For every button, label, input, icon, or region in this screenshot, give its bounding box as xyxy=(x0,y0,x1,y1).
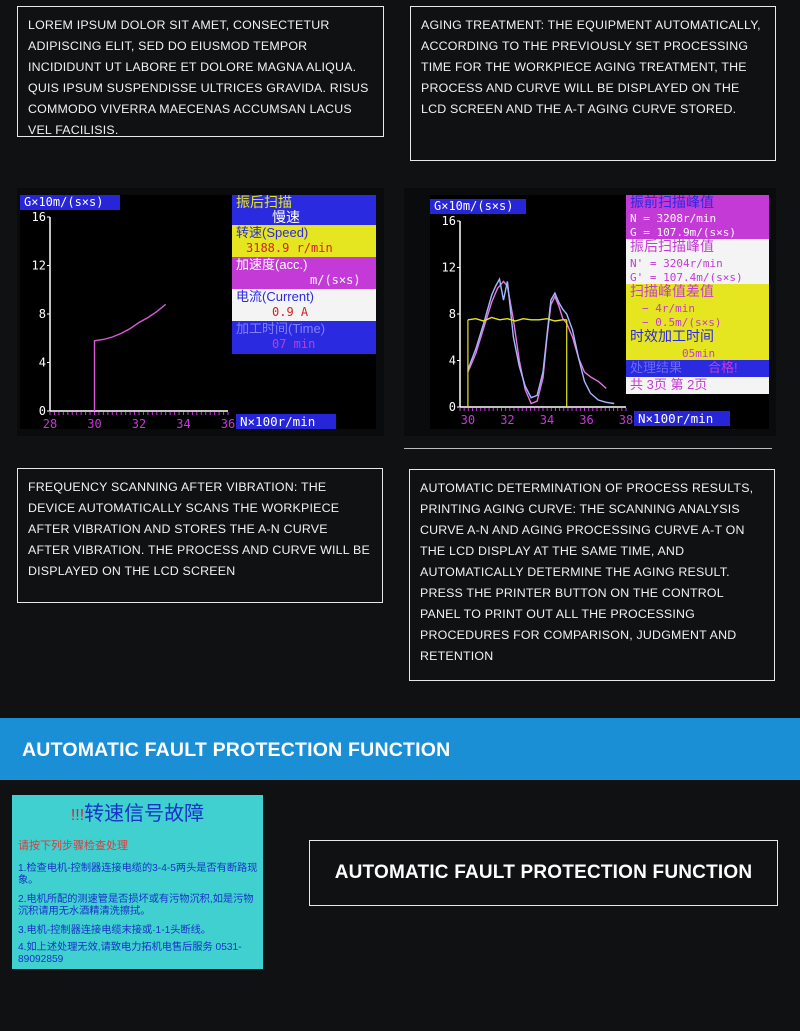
c1-y-tick-label: 4 xyxy=(39,356,46,370)
frequency-scan-text: FREQUENCY SCANNING AFTER VIBRATION: THE … xyxy=(28,480,370,578)
screen2-post-n: N' = 3204r/min xyxy=(626,256,769,270)
fault-step-4: 4.如上述处理无效,请致电力拓机电售后服务 0531-89092859 xyxy=(18,942,242,965)
screen2-lcd: 16 12 8 4 0 30 32 34 36 38 G×10m/(s×s) N×100r/min… xyxy=(430,195,769,429)
c1-x-tick-label: 32 xyxy=(132,417,146,429)
warning-marks: !!! xyxy=(70,807,85,824)
c2-y-tick-label: 12 xyxy=(442,261,456,275)
screen1-mode: 振后扫描 xyxy=(232,195,376,210)
screen1-lcd: 16 12 8 4 0 28 30 32 34 36 G×10m/(s×s) N×100r/min… xyxy=(20,195,376,429)
fault-title: 转速信号故障 xyxy=(84,803,205,825)
c1-y-tick-label: 12 xyxy=(32,259,46,273)
c2-x-tick-label: 36 xyxy=(579,413,593,427)
fault-step-2: 2.电机所配的测速管是否损坏或有污物沉积,如是污物沉积请用无水酒精清洗擦拭。 xyxy=(18,894,254,917)
screen2-pre-g: G = 107.9m/(s×s) xyxy=(626,225,769,239)
screen1-mode-sub: 慢速 xyxy=(232,210,376,225)
aging-treatment-text: AGING TREATMENT: THE EQUIPMENT AUTOMATIC… xyxy=(421,18,761,116)
c2-x-tick-label: 30 xyxy=(461,413,475,427)
screen2-result-value: 合格! xyxy=(704,360,769,377)
c2-y-tick-label: 4 xyxy=(449,354,456,368)
c2-series-line-3 xyxy=(467,316,567,322)
screen1-time-label: 加工时间(Time) xyxy=(232,321,376,337)
screen1-acc-label: 加速度(acc.) xyxy=(232,257,376,273)
fault-screen: !!!转速信号故障 请按下列步骤检查处理 1.检查电机-控制器连接电缆的3-4-… xyxy=(12,795,263,969)
c1-y-tick-label: 0 xyxy=(39,404,46,418)
c2-y-tick-label: 0 xyxy=(449,400,456,414)
screen1-speed-value: 3188.9 r/min xyxy=(232,241,376,257)
fault-protection-title: AUTOMATIC FAULT PROTECTION FUNCTION xyxy=(334,862,753,883)
screen2-pre-title: 振前扫描峰值 xyxy=(626,195,769,211)
screen1-acc-unit: m/(s×s) xyxy=(232,273,376,289)
c2-x-tick-label: 32 xyxy=(500,413,514,427)
screen1-chart: 16 12 8 4 028 30 32 34 36 xyxy=(32,210,236,429)
screen1-time-value: 07 min xyxy=(232,337,376,354)
screen2-pre-n: N = 3208r/min xyxy=(626,211,769,225)
c2-x-tick-label: 34 xyxy=(540,413,554,427)
screen2-photo: 16 12 8 4 0 30 32 34 36 38 G×10m/(s×s) N×100r/min… xyxy=(404,188,776,436)
screen1-current-label: 电流(Current) xyxy=(232,289,376,305)
c1-x-tick-label: 34 xyxy=(176,417,190,429)
fault-step-1: 1.检查电机-控制器连接电缆的3-4-5两头是否有断路现象。 xyxy=(18,863,258,886)
aging-treatment-box: AGING TREATMENT: THE EQUIPMENT AUTOMATIC… xyxy=(410,6,776,161)
screen1-speed-label: 转速(Speed) xyxy=(232,225,376,241)
c1-x-tick-label: 28 xyxy=(43,417,57,429)
screen1-x-label: N×100r/min xyxy=(236,414,336,429)
section-banner: AUTOMATIC FAULT PROTECTION FUNCTION xyxy=(0,718,800,780)
screen2-x-label: N×100r/min xyxy=(634,411,730,426)
fault-protection-box: AUTOMATIC FAULT PROTECTION FUNCTION xyxy=(309,840,778,906)
screen1-y-label: G×10m/(s×s) xyxy=(20,195,120,210)
c1-series-line-1 xyxy=(93,303,167,411)
c1-y-tick-label: 16 xyxy=(32,210,46,224)
c2-series-line-1 xyxy=(467,280,607,405)
fault-subtitle: 请按下列步骤检查处理 xyxy=(18,840,128,852)
c2-y-tick-label: 16 xyxy=(442,214,456,228)
screen2-result-label: 处理结果 xyxy=(626,360,704,377)
screen2-diff-title: 扫描峰值差值 xyxy=(626,284,769,301)
screen2-time-title: 时效加工时间 xyxy=(626,329,769,346)
c1-x-tick-label: 30 xyxy=(87,417,101,429)
screen2-chart: 16 12 8 4 0 30 32 34 36 38 xyxy=(442,214,634,427)
screen2-diff-g: − 0.5m/(s×s) xyxy=(626,315,769,329)
auto-determination-box: AUTOMATIC DETERMINATION OF PROCESS RESUL… xyxy=(409,469,775,681)
screen2-pages: 共 3页 第 2页 xyxy=(626,377,769,394)
fault-step-3: 3.电机-控制器连接电缆末接或·1-1头断线。 xyxy=(18,925,212,936)
screen2-post-g: G' = 107.4m/(s×s) xyxy=(626,270,769,284)
screen2-diff-n: − 4r/min xyxy=(626,301,769,315)
c2-y-tick-label: 8 xyxy=(449,307,456,321)
frequency-scan-box: FREQUENCY SCANNING AFTER VIBRATION: THE … xyxy=(17,468,383,603)
fault-title-row: !!!转速信号故障 xyxy=(12,797,263,826)
auto-determination-text: AUTOMATIC DETERMINATION OF PROCESS RESUL… xyxy=(420,481,754,663)
screen1-photo: 16 12 8 4 0 28 30 32 34 36 G×10m/(s×s) N×100r/min… xyxy=(17,188,384,436)
c1-x-tick-label: 36 xyxy=(221,417,235,429)
screen2-y-label: G×10m/(s×s) xyxy=(430,199,526,214)
intro-text-box: LOREM IPSUM DOLOR SIT AMET, CONSECTETUR … xyxy=(17,6,384,137)
screen1-current-value: 0.9 A xyxy=(232,305,376,321)
intro-text: LOREM IPSUM DOLOR SIT AMET, CONSECTETUR … xyxy=(28,18,369,137)
c2-series-line-2 xyxy=(467,277,615,405)
c1-y-tick-label: 8 xyxy=(39,307,46,321)
c2-x-tick-label: 38 xyxy=(619,413,633,427)
section-banner-title: AUTOMATIC FAULT PROTECTION FUNCTION xyxy=(22,739,451,761)
divider-line xyxy=(404,448,772,449)
screen2-post-title: 振后扫描峰值 xyxy=(626,239,769,256)
screen2-time-value: 05min xyxy=(626,346,769,360)
